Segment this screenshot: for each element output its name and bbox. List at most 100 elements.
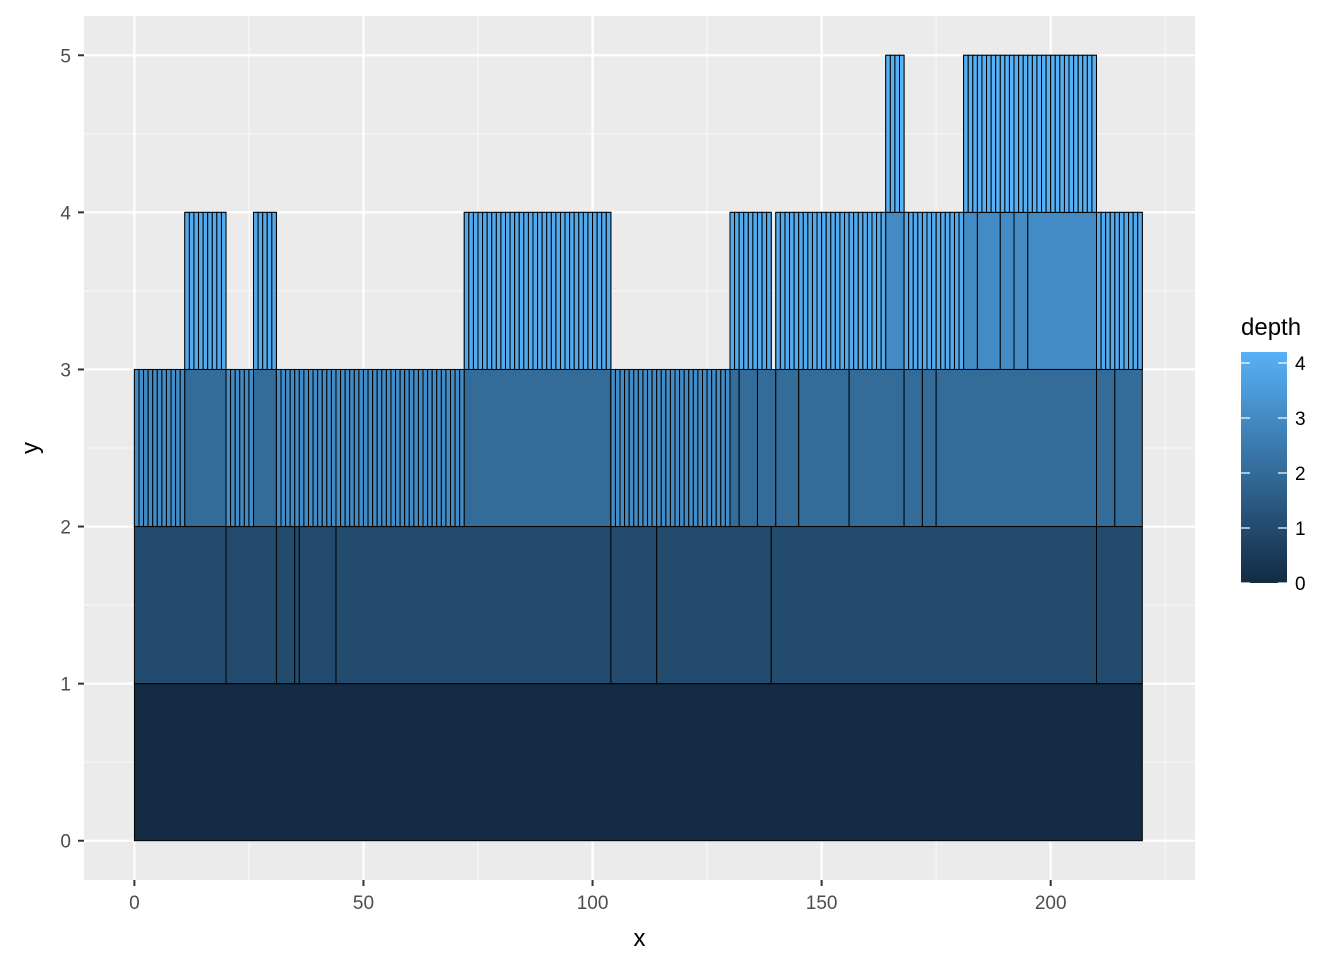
partition-leaf-depth-4 [253,211,259,370]
partition-leaf-depth-5 [1086,54,1093,213]
partition-leaf-depth-4 [207,211,213,370]
partition-leaf-depth-3 [669,368,676,528]
partition-leaf-depth-4 [1105,211,1111,370]
partition-leaf-depth-4 [958,211,965,370]
partition-leaf-depth-4 [463,211,470,370]
partition-leaf-depth-3 [683,368,690,528]
partition-leaf-depth-3 [404,368,410,528]
partition-leaf-depth-3 [248,368,255,528]
partition-block-depth-0 [133,683,1143,842]
partition-leaf-depth-4 [1128,211,1134,370]
partition-leaf-depth-3 [147,368,154,528]
partition-leaf-depth-4 [495,211,502,370]
partition-leaf-depth-3 [692,368,699,528]
partition-leaf-depth-4 [816,211,823,370]
partition-block-depth-3 [885,211,905,370]
partition-leaf-depth-3 [656,368,662,528]
x-tick-label: 100 [577,893,609,914]
partition-leaf-depth-5 [967,54,974,213]
partition-leaf-depth-4 [596,211,603,370]
partition-leaf-depth-4 [784,211,791,370]
partition-leaf-depth-4 [482,211,488,370]
partition-leaf-depth-3 [422,368,429,528]
partition-leaf-depth-3 [395,368,401,528]
partition-leaf-depth-3 [697,368,703,528]
partition-leaf-depth-5 [1004,54,1010,213]
partition-leaf-depth-3 [280,368,287,528]
partition-leaf-depth-4 [605,211,612,370]
partition-leaf-depth-3 [610,368,616,528]
legend-tick-label: 2 [1295,464,1306,485]
legend-tick-label: 3 [1295,409,1306,430]
partition-leaf-depth-3 [720,368,726,528]
legend-tick-label: 1 [1295,519,1306,540]
partition-leaf-depth-4 [1109,211,1116,370]
partition-block-depth-2 [253,368,277,528]
partition-leaf-depth-3 [665,368,671,528]
partition-leaf-depth-3 [170,368,177,528]
partition-leaf-depth-4 [857,211,864,370]
partition-leaf-depth-4 [468,211,474,370]
partition-leaf-depth-4 [866,211,873,370]
partition-block-depth-3 [999,211,1015,370]
partition-block-depth-2 [935,368,1097,528]
legend-title: depth [1241,314,1301,341]
partition-leaf-depth-4 [472,211,479,370]
partition-leaf-depth-4 [944,211,951,370]
partition-leaf-depth-4 [193,211,200,370]
partition-leaf-depth-5 [1041,54,1047,213]
partition-leaf-depth-4 [188,211,195,370]
partition-leaf-depth-3 [362,368,369,528]
partition-leaf-depth-3 [321,368,328,528]
partition-leaf-depth-3 [390,368,397,528]
partition-leaf-depth-4 [834,211,841,370]
partition-leaf-depth-3 [358,368,364,528]
partition-leaf-depth-3 [459,368,465,528]
partition-leaf-depth-4 [876,211,882,370]
partition-leaf-depth-4 [541,211,548,370]
partition-leaf-depth-3 [614,368,621,528]
partition-leaf-depth-4 [793,211,800,370]
partition-block-depth-1 [225,526,277,685]
partition-leaf-depth-4 [564,211,571,370]
partition-leaf-depth-4 [830,211,836,370]
y-axis-title: y [17,442,44,454]
partition-leaf-depth-4 [734,211,740,370]
partition-leaf-depth-4 [1137,211,1143,370]
x-tick-label: 50 [353,893,374,914]
partition-leaf-depth-5 [1077,54,1084,213]
partition-leaf-depth-3 [651,368,658,528]
partition-leaf-depth-3 [633,368,639,528]
partition-leaf-depth-3 [408,368,415,528]
partition-leaf-depth-4 [514,211,520,370]
partition-leaf-depth-4 [504,211,511,370]
partition-leaf-depth-5 [1059,54,1065,213]
partition-leaf-depth-3 [647,368,653,528]
partition-leaf-depth-4 [486,211,493,370]
partition-leaf-depth-3 [303,368,309,528]
partition-leaf-depth-3 [161,368,167,528]
partition-leaf-depth-4 [587,211,594,370]
partition-leaf-depth-3 [289,368,296,528]
partition-leaf-depth-4 [926,211,933,370]
partition-leaf-depth-3 [454,368,461,528]
y-tick-label: 0 [60,832,71,853]
partition-leaf-depth-3 [642,368,649,528]
partition-leaf-depth-4 [862,211,868,370]
partition-block-depth-1 [770,526,1097,685]
partition-leaf-depth-3 [431,368,438,528]
partition-leaf-depth-3 [133,368,140,528]
partition-leaf-depth-3 [225,368,232,528]
partition-leaf-depth-5 [1022,54,1029,213]
partition-leaf-depth-3 [298,368,305,528]
partition-leaf-depth-3 [367,368,374,528]
partition-leaf-depth-3 [660,368,667,528]
partition-leaf-depth-3 [376,368,383,528]
partition-leaf-depth-3 [175,368,181,528]
partition-leaf-depth-5 [894,54,900,213]
partition-leaf-depth-4 [573,211,580,370]
legend: depth 0 1 2 3 4 [1241,314,1306,595]
partition-leaf-depth-4 [491,211,497,370]
y-tick-label: 1 [60,675,71,696]
partition-leaf-depth-3 [436,368,442,528]
